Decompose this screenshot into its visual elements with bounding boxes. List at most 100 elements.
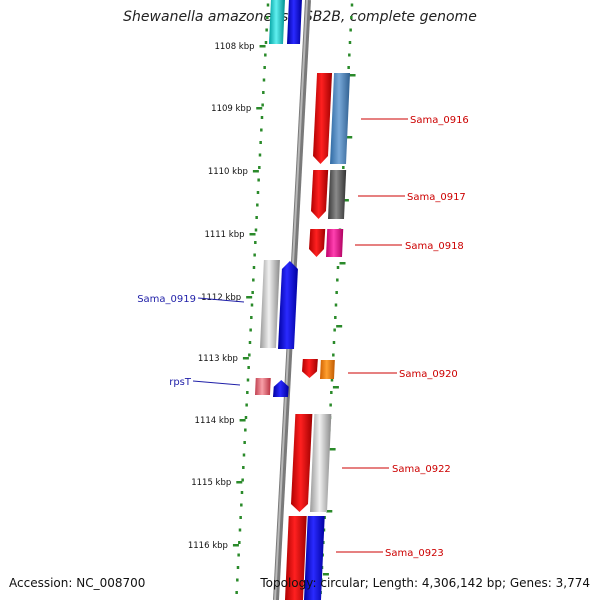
ring-dot: [258, 166, 261, 169]
ring-dot: [264, 53, 267, 57]
ring-dot: [252, 266, 256, 269]
ring-dot: [259, 141, 262, 144]
ring-dot: [248, 353, 251, 357]
scale-label: 1109 kbp: [211, 104, 251, 114]
scale-tick: [259, 45, 266, 48]
ring-dot: [248, 341, 252, 344]
ring-dot: [242, 466, 245, 469]
ring-dot: [330, 378, 334, 382]
leader-line: [192, 380, 241, 386]
feature-rpst: [273, 380, 289, 397]
scale-tick: [322, 573, 329, 576]
ring-dot: [247, 366, 250, 369]
scale-tick: [349, 74, 356, 77]
ring-dot: [241, 478, 244, 482]
scale-tick: [232, 544, 239, 547]
ring-dot: [349, 28, 352, 32]
ring-dot: [249, 328, 252, 332]
scale-tick: [326, 510, 333, 513]
gene-label[interactable]: Sama_0917: [407, 192, 466, 203]
ring-dot: [348, 53, 351, 57]
ring-dot: [332, 353, 335, 357]
ring-dot: [334, 303, 338, 307]
ring-dot: [257, 178, 260, 182]
feature-sama-0919: [278, 261, 298, 349]
gene-label[interactable]: Sama_0918: [405, 241, 464, 252]
ring-dot: [240, 491, 244, 494]
scale-label: 1113 kbp: [198, 354, 238, 364]
gene-label[interactable]: rpsT: [169, 377, 192, 388]
ring-dot: [246, 391, 249, 394]
ring-dot: [332, 341, 336, 344]
scale-label: 1110 kbp: [208, 167, 248, 177]
feature-blue-top: [287, 0, 302, 44]
ring-dot: [262, 91, 265, 94]
gene-label[interactable]: Sama_0923: [385, 548, 444, 559]
ring-dot: [334, 316, 337, 319]
ring-dot: [237, 553, 240, 557]
scale-label: 1111 kbp: [204, 230, 244, 240]
topology-text: Topology: circular; Length: 4,306,142 bp…: [260, 576, 590, 590]
ring-dot: [250, 303, 254, 307]
scale-ticks: [232, 45, 356, 576]
feature-sama-0920-blast: [320, 360, 335, 379]
ring-dot: [336, 278, 339, 282]
ring-dot: [347, 66, 350, 69]
ring-dot: [335, 291, 338, 294]
scale-label: 1112 kbp: [201, 293, 241, 303]
gene-label[interactable]: Sama_0922: [392, 464, 451, 475]
ring-dot: [261, 103, 264, 107]
gene-labels: Sama_0916 Sama_0917 Sama_0918 Sama_0919 Sama…: [137, 115, 469, 559]
ring-dot: [235, 591, 238, 594]
ring-dot: [329, 403, 332, 407]
ring-dot: [239, 516, 242, 519]
scale-tick: [332, 386, 339, 389]
ring-dot: [252, 278, 255, 282]
feature-sama-0923-blast: [304, 516, 325, 600]
ring-dot: [254, 228, 258, 232]
ring-dot: [244, 428, 247, 432]
scale-label: 1116 kbp: [188, 541, 228, 551]
feature-sama-0919-blast: [260, 260, 280, 348]
feature-sama-0922: [291, 414, 313, 512]
ring-dot: [266, 16, 269, 19]
ring-dot: [260, 128, 263, 132]
ring-dot: [350, 3, 354, 7]
ring-dot: [238, 528, 242, 532]
feature-sama-0916: [313, 73, 333, 164]
ring-dot: [254, 241, 257, 244]
ring-dot: [242, 453, 246, 457]
ring-dot: [246, 378, 250, 382]
gene-label[interactable]: Sama_0916: [410, 115, 469, 126]
ring-dot: [266, 3, 270, 7]
ring-dot: [243, 441, 246, 444]
ring-dot: [250, 316, 253, 319]
ring-dot: [245, 403, 248, 407]
scale-tick: [249, 233, 256, 236]
feature-sama-0917: [311, 170, 329, 219]
gene-label[interactable]: Sama_0920: [399, 369, 458, 380]
scale-tick: [246, 296, 253, 299]
ring-dot: [265, 28, 268, 32]
feature-sama-0920: [302, 359, 318, 378]
scale-label: 1115 kbp: [191, 478, 231, 488]
scale-tick: [239, 419, 246, 422]
accession-text: Accession: NC_008700: [9, 576, 146, 590]
feature-sama-0916-blast: [330, 73, 351, 164]
gene-label[interactable]: Sama_0919: [137, 294, 196, 305]
ring-dot: [330, 391, 333, 394]
ring-dot: [333, 328, 336, 332]
scale-tick: [256, 107, 263, 110]
scale-tick: [336, 325, 343, 328]
scale-label: 1108 kbp: [214, 42, 254, 52]
ring-dot: [336, 266, 340, 269]
feature-sama-0923: [285, 516, 307, 600]
scale-tick: [242, 357, 249, 360]
ring-dot: [342, 166, 345, 169]
feature-rpst-blast: [255, 378, 271, 395]
scale-labels: 1108 kbp 1109 kbp 1110 kbp 1111 kbp 1112 kbp…: [188, 42, 255, 551]
ring-dot: [236, 566, 240, 569]
ring-dot: [256, 203, 259, 207]
feature-sama-0918-blast: [326, 229, 344, 257]
